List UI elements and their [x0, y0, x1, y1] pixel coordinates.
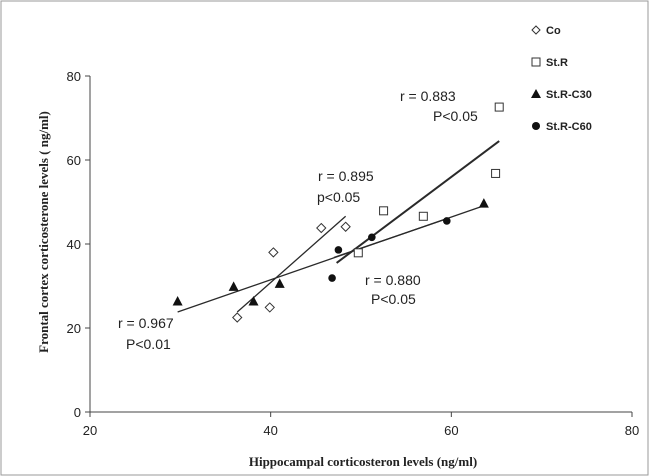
point-st-r — [353, 248, 363, 258]
point-st-r-c30 — [248, 296, 259, 306]
trendline-co — [236, 215, 347, 313]
legend-item-co: Co — [531, 25, 561, 37]
point-co — [340, 221, 351, 232]
annotation-r-co: r = 0.895 — [318, 168, 374, 184]
point-st-r-c60 — [443, 217, 451, 225]
y-tick-label: 40 — [67, 237, 81, 252]
point-st-r-c30 — [228, 281, 239, 291]
x-tick-label: 80 — [625, 423, 639, 438]
annotation-p-st-r-c60: P<0.05 — [371, 291, 416, 307]
y-axis-title: Frontal cortex corticosterone levels ( n… — [36, 111, 51, 353]
point-st-r — [491, 168, 501, 178]
trendlines — [177, 140, 500, 313]
point-st-r-c60 — [368, 233, 376, 242]
legend-label-st-r-c30: St.R-C30 — [546, 89, 592, 101]
point-co — [264, 302, 275, 313]
x-tick-label: 20 — [83, 423, 97, 438]
annotation-r-st-r-c30: r = 0.967 — [118, 315, 174, 331]
legend: Co St.R St.R-C30 St.R-C60 — [531, 25, 592, 133]
legend-label-st-r: St.R — [546, 57, 568, 69]
x-tick-label: 60 — [444, 423, 458, 438]
legend-label-st-r-c60: St.R-C60 — [546, 121, 592, 133]
legend-item-st-r: St.R — [531, 57, 568, 69]
x-axis-title: Hippocampal corticosteron levels (ng/ml) — [249, 454, 477, 469]
point-st-r-c30 — [274, 278, 285, 288]
annotation-p-st-r: P<0.05 — [433, 108, 478, 124]
annotation-p-co: p<0.05 — [317, 189, 360, 205]
annotation-r-st-r: r = 0.883 — [400, 88, 456, 104]
legend-item-st-r-c30: St.R-C30 — [531, 89, 592, 101]
legend-marker-circle-filled — [532, 122, 540, 130]
trendline-st-r-c60 — [333, 218, 448, 259]
x-tick-label: 40 — [263, 423, 277, 438]
y-tick-label: 0 — [74, 405, 81, 420]
y-axis-ticks: 0 20 40 60 80 — [67, 69, 90, 420]
data-points — [172, 102, 504, 323]
legend-label-co: Co — [546, 25, 561, 37]
x-axis-ticks: 20 40 60 80 — [83, 412, 639, 438]
y-tick-label: 20 — [67, 321, 81, 336]
annotation-p-st-r-c30: P<0.01 — [126, 336, 171, 352]
point-st-r — [494, 102, 504, 112]
y-tick-label: 80 — [67, 69, 81, 84]
annotation-r-st-r-c60: r = 0.880 — [365, 272, 421, 288]
legend-marker-triangle-filled — [531, 89, 541, 98]
legend-item-st-r-c60: St.R-C60 — [532, 121, 592, 133]
point-co — [316, 222, 327, 234]
point-st-r — [418, 211, 428, 221]
trendline-st-r — [336, 140, 500, 264]
legend-marker-square-open — [531, 57, 541, 67]
legend-marker-diamond-open — [531, 25, 541, 35]
point-co — [268, 247, 279, 258]
point-st-r-c30 — [478, 198, 489, 208]
correlation-annotations: r = 0.883 P<0.05 r = 0.895 p<0.05 r = 0.… — [118, 88, 478, 352]
point-st-r-c60 — [334, 246, 343, 254]
point-st-r-c30 — [172, 296, 183, 306]
point-st-r-c60 — [328, 274, 336, 282]
y-tick-label: 60 — [67, 153, 81, 168]
point-co — [232, 312, 243, 323]
point-st-r — [379, 206, 389, 216]
